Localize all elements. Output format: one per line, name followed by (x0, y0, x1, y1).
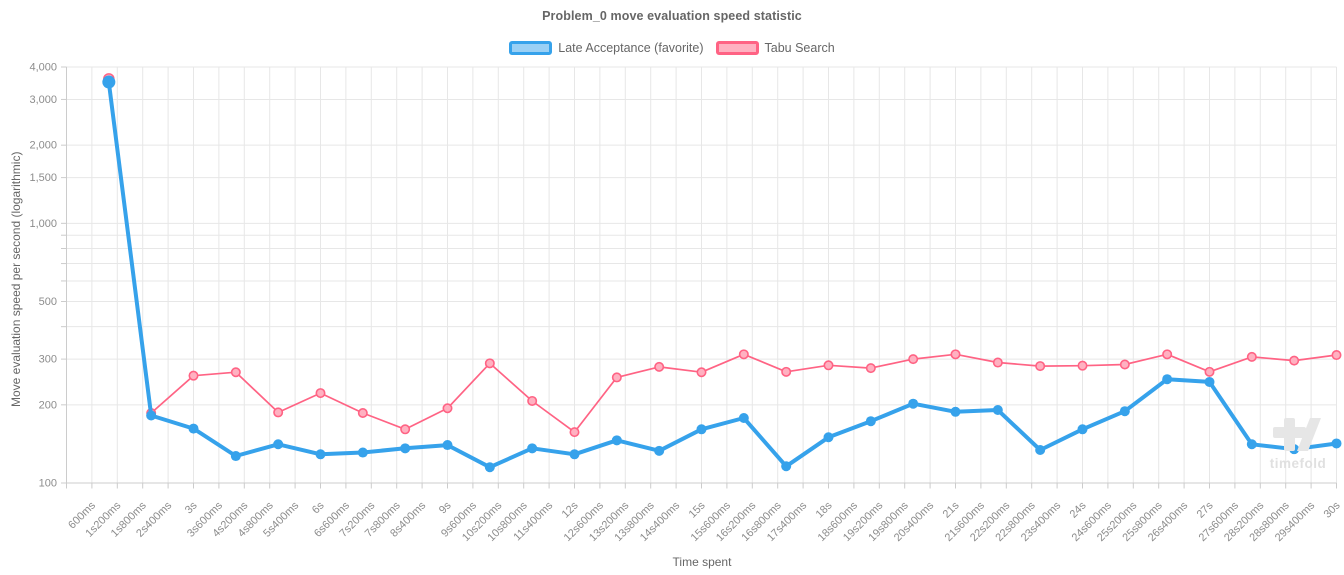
data-point (442, 403, 453, 414)
data-point (230, 367, 241, 378)
data-point (823, 432, 834, 443)
data-point (484, 358, 495, 369)
svg-text:4,000: 4,000 (29, 62, 57, 74)
data-point (357, 447, 368, 458)
svg-text:15s: 15s (687, 499, 708, 520)
data-point (992, 357, 1003, 368)
svg-text:24s: 24s (1068, 499, 1089, 520)
svg-text:27s: 27s (1195, 499, 1216, 520)
data-point (696, 424, 707, 435)
svg-text:1,000: 1,000 (29, 218, 57, 230)
data-point (1246, 351, 1257, 362)
data-point (1331, 350, 1342, 361)
data-point (908, 354, 919, 365)
svg-text:30s: 30s (1322, 499, 1343, 520)
svg-text:3s: 3s (183, 499, 200, 516)
chart-legend: Late Acceptance (favorite) Tabu Search (0, 40, 1344, 56)
data-point (400, 424, 411, 435)
data-point (1119, 406, 1130, 417)
legend-item-tabu-search[interactable]: Tabu Search (715, 41, 835, 55)
data-point (1204, 376, 1215, 387)
data-point (1035, 361, 1046, 372)
y-axis-title: Move evaluation speed per second (logari… (9, 151, 23, 407)
data-point (654, 361, 665, 372)
svg-text:21s: 21s (941, 499, 962, 520)
svg-text:3,000: 3,000 (29, 94, 57, 106)
svg-text:1,500: 1,500 (29, 172, 57, 184)
data-point (781, 366, 792, 377)
series-late-acceptance (102, 75, 1342, 473)
data-point (1162, 349, 1173, 360)
data-point (1289, 444, 1300, 455)
svg-text:200: 200 (39, 399, 57, 411)
data-point (146, 410, 157, 421)
series-line (106, 80, 1339, 470)
data-point (1289, 355, 1300, 366)
data-point (188, 370, 199, 381)
data-point (1035, 444, 1046, 455)
svg-text:9s: 9s (437, 499, 454, 516)
data-point (400, 443, 411, 454)
data-point (1331, 438, 1342, 449)
legend-label: Tabu Search (764, 41, 835, 55)
data-point (823, 360, 834, 371)
data-point (484, 462, 495, 473)
svg-text:6s: 6s (310, 499, 327, 516)
legend-label: Late Acceptance (favorite) (558, 41, 704, 55)
data-point (1077, 360, 1088, 371)
axes-borders (61, 66, 1337, 489)
data-point (696, 367, 707, 378)
svg-text:12s: 12s (560, 499, 581, 520)
legend-swatch-pink-icon (715, 41, 759, 55)
data-point (611, 372, 622, 383)
data-point (230, 451, 241, 462)
data-point (950, 349, 961, 360)
data-point (865, 416, 876, 427)
svg-text:18s: 18s (814, 499, 835, 520)
legend-item-late-acceptance[interactable]: Late Acceptance (favorite) (509, 41, 704, 55)
data-point (611, 435, 622, 446)
data-point (102, 75, 116, 89)
data-point (950, 406, 961, 417)
svg-text:100: 100 (39, 478, 57, 490)
data-point (569, 427, 580, 438)
chart-title: Problem_0 move evaluation speed statisti… (542, 9, 802, 23)
gridlines (66, 66, 1337, 484)
data-point (992, 405, 1003, 416)
data-point (865, 363, 876, 374)
data-point (357, 408, 368, 419)
data-point (1204, 366, 1215, 377)
data-point (781, 461, 792, 472)
data-point (527, 395, 538, 406)
data-point (738, 349, 749, 360)
series-line (107, 78, 1338, 433)
data-point (569, 449, 580, 460)
data-point (1246, 439, 1257, 450)
data-point (738, 412, 749, 423)
data-point (442, 440, 453, 451)
legend-swatch-blue-icon (509, 41, 553, 55)
data-point (273, 439, 284, 450)
data-point (908, 398, 919, 409)
data-point (527, 443, 538, 454)
data-point (315, 449, 326, 460)
svg-text:2,000: 2,000 (29, 140, 57, 152)
data-point (1119, 359, 1130, 370)
data-point (654, 445, 665, 456)
svg-text:500: 500 (39, 296, 57, 308)
data-point (188, 423, 199, 434)
data-point (1077, 424, 1088, 435)
y-tick-labels: 100 200 300 500 1,000 1,500 2,000 3,000 4,000 (29, 62, 57, 490)
data-point (273, 407, 284, 418)
svg-text:300: 300 (39, 354, 57, 366)
data-point (1162, 374, 1173, 385)
series-tabu-search (103, 73, 1342, 438)
data-point (315, 388, 326, 399)
x-axis-title: Time spent (672, 555, 732, 569)
